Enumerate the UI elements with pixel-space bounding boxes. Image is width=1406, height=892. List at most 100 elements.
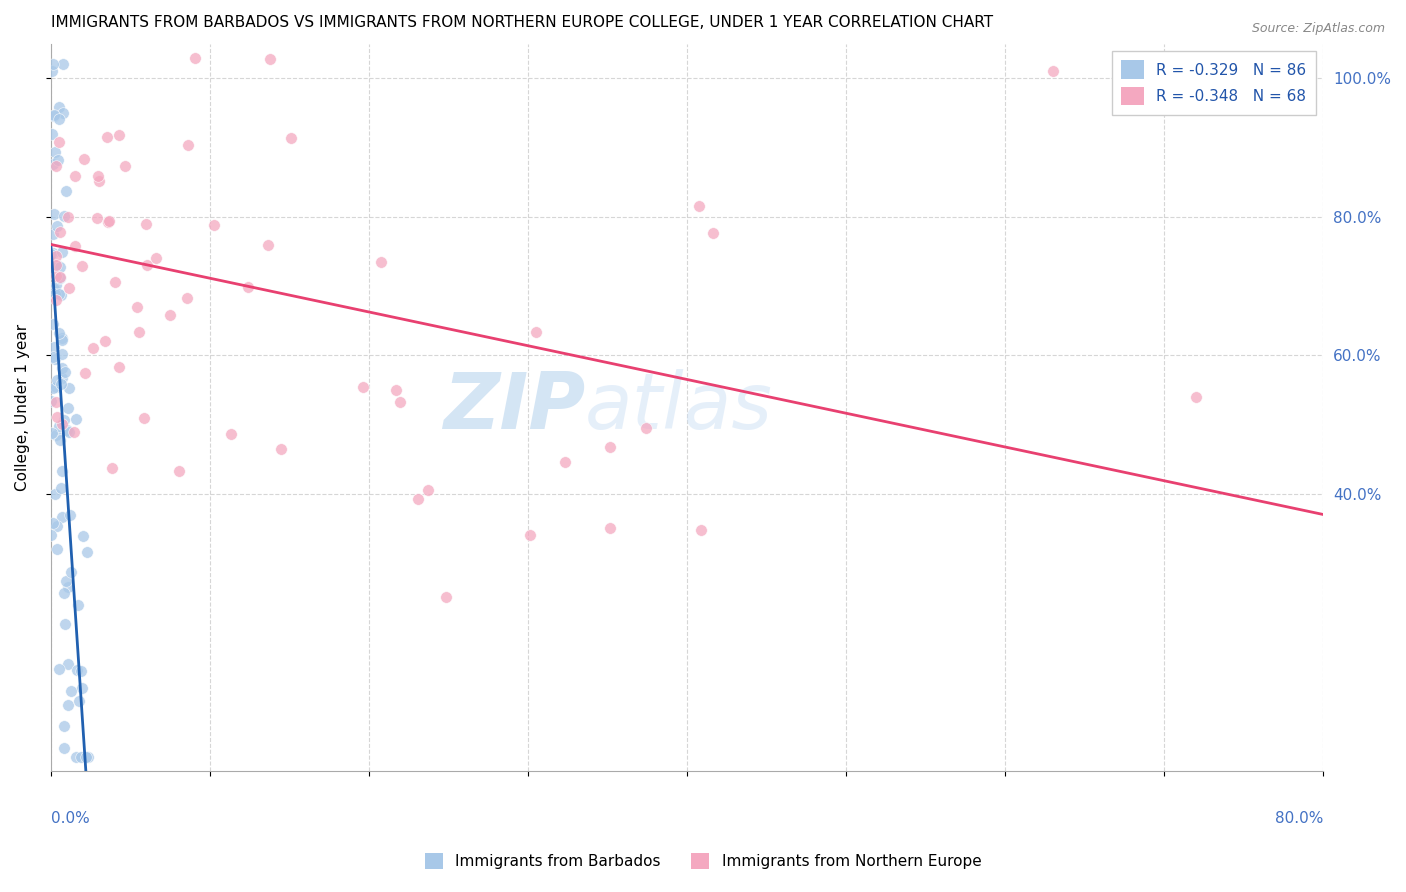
Point	[108, 359, 131, 374]
Point	[48, 100, 70, 114]
Point	[434, 590, 457, 604]
Legend: Immigrants from Barbados, Immigrants from Northern Europe: Immigrants from Barbados, Immigrants fro…	[419, 847, 987, 875]
Point	[55, 574, 77, 588]
Point	[72, 260, 94, 274]
Point	[688, 199, 710, 213]
Point	[134, 218, 156, 232]
Point	[72, 529, 94, 543]
Point	[702, 226, 724, 240]
Point	[42, 227, 65, 241]
Point	[45, 268, 67, 283]
Point	[48, 135, 70, 149]
Point	[159, 308, 181, 322]
Point	[177, 138, 200, 153]
Point	[48, 225, 70, 239]
Point	[46, 219, 69, 234]
Point	[690, 523, 713, 537]
Point	[44, 286, 66, 301]
Point	[97, 215, 120, 229]
Point	[97, 214, 120, 228]
Point	[51, 334, 73, 348]
Point	[128, 325, 150, 339]
Point	[219, 426, 242, 441]
Point	[51, 377, 73, 392]
Point	[65, 412, 87, 426]
Point	[53, 209, 76, 223]
Point	[554, 454, 576, 468]
Point	[44, 340, 66, 354]
Point	[87, 169, 110, 183]
Point	[1185, 390, 1208, 404]
Point	[42, 381, 65, 395]
Point	[49, 270, 72, 285]
Point	[89, 174, 111, 188]
Point	[42, 318, 65, 332]
Point	[45, 258, 67, 272]
Point	[41, 350, 63, 364]
Point	[45, 293, 67, 307]
Point	[51, 509, 73, 524]
Point	[41, 426, 63, 441]
Point	[53, 412, 76, 426]
Point	[52, 57, 75, 71]
Point	[56, 698, 79, 712]
Point	[45, 278, 67, 293]
Point	[53, 741, 76, 756]
Point	[51, 245, 73, 260]
Point	[60, 684, 83, 698]
Point	[49, 433, 72, 447]
Point	[46, 153, 69, 168]
Point	[42, 246, 65, 260]
Point	[56, 580, 79, 594]
Point	[75, 749, 97, 764]
Point	[259, 52, 281, 66]
Point	[184, 50, 207, 64]
Point	[39, 394, 62, 409]
Point	[384, 384, 406, 398]
Point	[44, 108, 66, 122]
Point	[63, 169, 86, 183]
Point	[55, 423, 77, 437]
Point	[370, 255, 392, 269]
Point	[67, 693, 90, 707]
Point	[60, 565, 83, 579]
Point	[41, 64, 63, 78]
Point	[104, 275, 127, 289]
Text: atlas: atlas	[585, 369, 773, 445]
Point	[125, 300, 148, 314]
Point	[42, 516, 65, 530]
Point	[136, 258, 159, 272]
Point	[70, 664, 93, 678]
Point	[75, 749, 97, 764]
Point	[65, 749, 87, 764]
Point	[76, 545, 98, 559]
Point	[145, 252, 167, 266]
Point	[39, 247, 62, 261]
Text: ZIP: ZIP	[443, 369, 585, 445]
Point	[58, 210, 80, 224]
Point	[599, 440, 621, 454]
Point	[48, 326, 70, 340]
Point	[94, 334, 117, 348]
Point	[524, 325, 547, 339]
Point	[58, 281, 80, 295]
Point	[42, 157, 65, 171]
Point	[49, 288, 72, 302]
Text: 0.0%: 0.0%	[51, 811, 90, 826]
Point	[52, 719, 75, 733]
Point	[51, 464, 73, 478]
Point	[416, 483, 439, 497]
Text: IMMIGRANTS FROM BARBADOS VS IMMIGRANTS FROM NORTHERN EUROPE COLLEGE, UNDER 1 YEA: IMMIGRANTS FROM BARBADOS VS IMMIGRANTS F…	[51, 15, 993, 30]
Point	[86, 211, 108, 225]
Point	[45, 427, 67, 442]
Point	[42, 109, 65, 123]
Point	[101, 461, 124, 475]
Point	[49, 260, 72, 275]
Y-axis label: College, Under 1 year: College, Under 1 year	[15, 324, 30, 491]
Point	[257, 238, 280, 252]
Point	[69, 749, 91, 764]
Point	[73, 152, 96, 166]
Point	[82, 341, 104, 355]
Point	[114, 159, 136, 173]
Point	[176, 291, 198, 305]
